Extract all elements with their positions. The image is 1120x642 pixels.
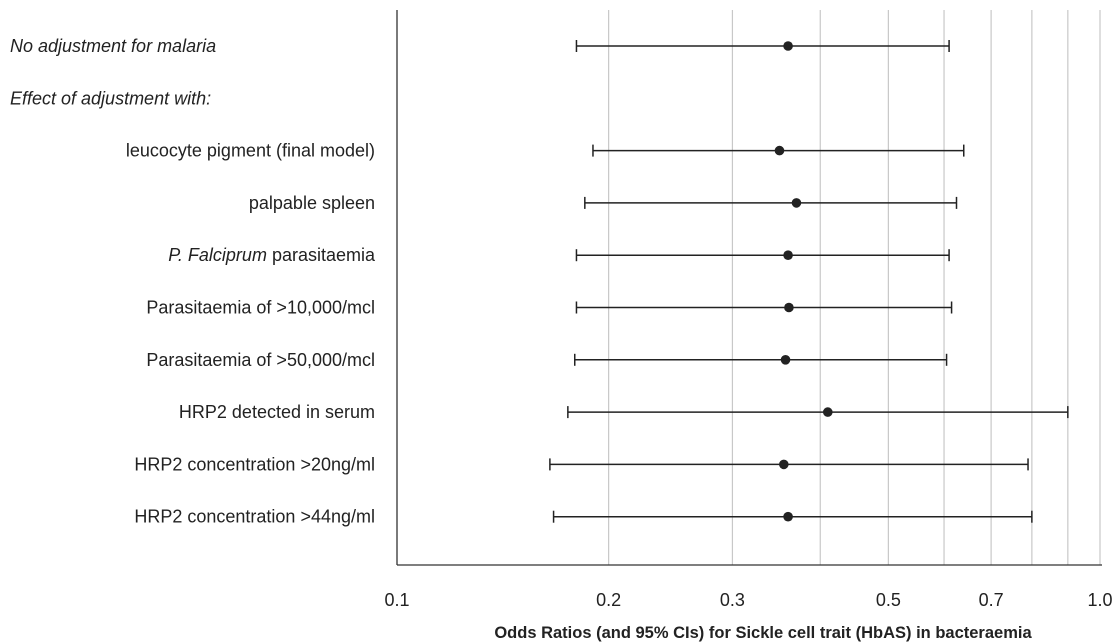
point-estimate — [791, 198, 802, 208]
x-axis-title: Odds Ratios (and 95% CIs) for Sickle cel… — [494, 624, 1032, 642]
estimate-row — [552, 510, 1033, 523]
point-estimate — [774, 145, 785, 156]
estimate-row — [575, 249, 950, 262]
estimate-row — [575, 40, 950, 52]
row-label-part: HRP2 detected in serum — [179, 402, 375, 422]
row-label: HRP2 concentration >20ng/ml — [134, 454, 375, 474]
x-tick-label: 0.5 — [876, 590, 901, 610]
row-label-part: parasitaemia — [267, 245, 376, 265]
x-tick-label: 0.1 — [384, 590, 409, 610]
point-estimate — [784, 302, 794, 313]
row-label-part: leucocyte pigment (final model) — [126, 141, 375, 161]
row-label: Parasitaemia of >50,000/mcl — [146, 350, 375, 370]
x-tick-label: 0.2 — [596, 590, 621, 610]
x-axis-ticks: 0.1 0.2 0.3 0.5 0.7 1.0 — [384, 590, 1112, 610]
row-label: leucocyte pigment (final model) — [126, 141, 375, 161]
row-label-part: Parasitaemia of >50,000/mcl — [146, 350, 375, 370]
estimate-row — [549, 458, 1029, 471]
estimate-row — [575, 301, 953, 314]
point-estimate — [783, 41, 793, 51]
row-label: P. Falciprum parasitaemia — [168, 245, 376, 265]
estimate-row — [567, 406, 1069, 419]
row-label: HRP2 detected in serum — [179, 402, 375, 422]
row-label: Parasitaemia of >10,000/mcl — [146, 298, 375, 318]
row-label: No adjustment for malaria — [10, 36, 216, 56]
row-label: Effect of adjustment with: — [10, 88, 211, 108]
point-estimate — [780, 355, 791, 365]
estimate-row — [584, 196, 958, 209]
row-label-part: Parasitaemia of >10,000/mcl — [146, 298, 375, 318]
x-tick-label: 0.7 — [979, 590, 1004, 610]
x-tick-label: 0.3 — [720, 590, 745, 610]
row-label-part: HRP2 concentration >20ng/ml — [134, 454, 375, 474]
row-label: HRP2 concentration >44ng/ml — [134, 507, 375, 527]
estimate-row — [592, 144, 965, 157]
point-estimate — [783, 511, 793, 522]
x-tick-label: 1.0 — [1087, 590, 1112, 610]
row-labels: No adjustment for malaria Effect of adjus… — [10, 36, 376, 527]
row-label-part: HRP2 concentration >44ng/ml — [134, 507, 375, 527]
row-label-part: palpable spleen — [249, 193, 375, 213]
estimates — [549, 40, 1069, 523]
point-estimate — [779, 459, 789, 470]
estimate-row — [574, 353, 948, 366]
point-estimate — [783, 250, 793, 260]
point-estimate — [822, 407, 833, 417]
row-label: palpable spleen — [249, 193, 375, 213]
gridlines — [608, 10, 1101, 565]
row-label-part: P. Falciprum — [168, 245, 267, 265]
